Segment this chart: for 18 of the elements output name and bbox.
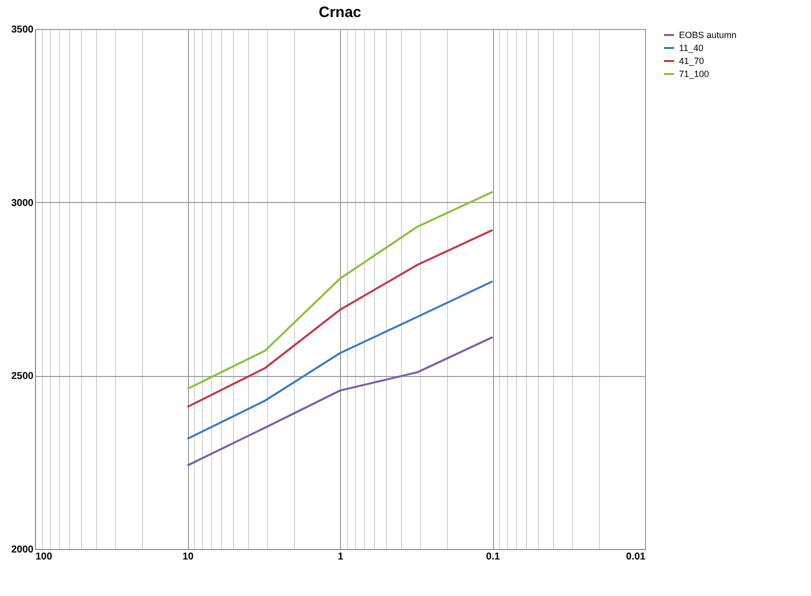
x-tick-label: 0.1 [486,552,500,562]
chart-title: Crnac [318,4,362,21]
line-series [186,280,494,440]
x-tick-label: 10 [182,552,194,562]
legend-label: 11_40 [679,43,704,53]
line-series [186,336,494,466]
x-tick-label: 0.01 [626,552,646,562]
x-tick-label: 100 [36,552,53,562]
legend-label: 71_100 [679,69,710,79]
y-tick-label: 2500 [11,371,34,382]
x-tick-label: 1 [338,552,344,562]
line-series [186,229,494,408]
legend-label: EOBS autumn [679,30,737,40]
line-series [186,190,494,390]
y-tick-label: 3000 [11,198,34,209]
y-tick-label: 3500 [11,24,34,36]
y-tick-label: 2000 [11,544,34,556]
legend-label: 41_70 [679,56,704,66]
